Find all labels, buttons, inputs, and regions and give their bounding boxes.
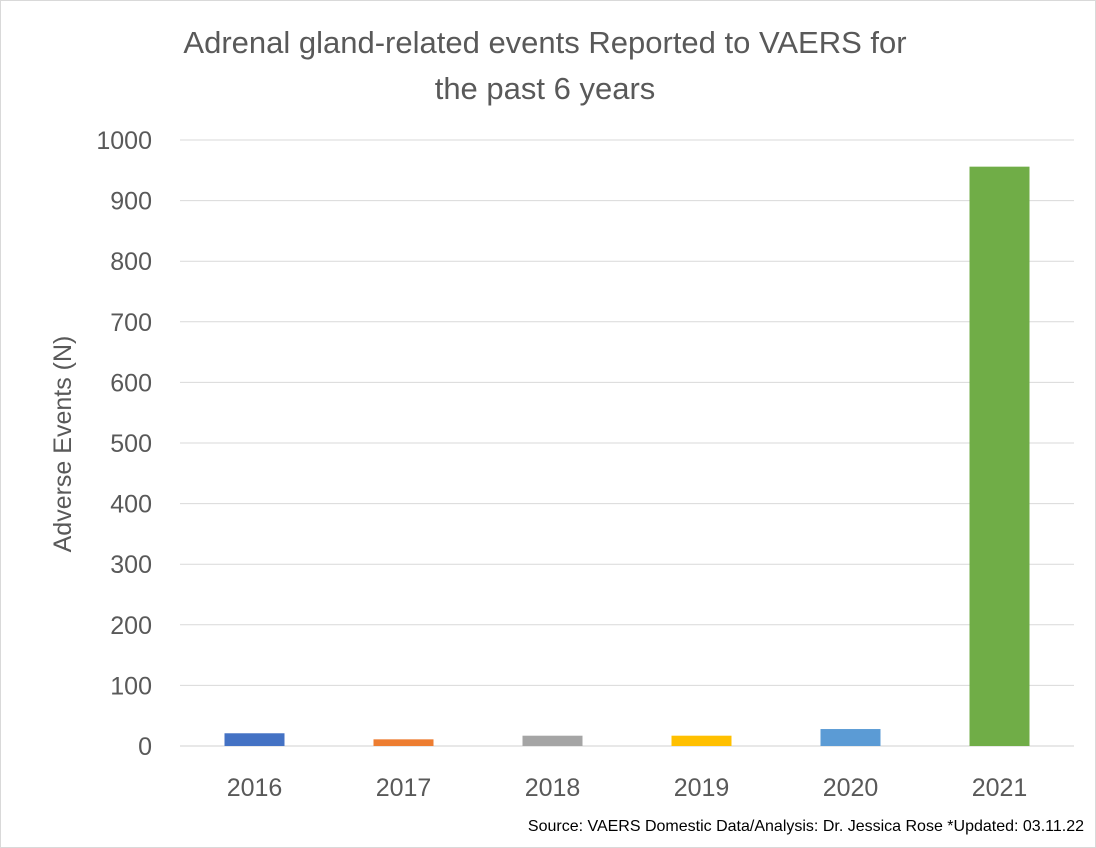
y-tick-label: 200: [110, 612, 152, 640]
y-tick-label: 800: [110, 248, 152, 276]
x-tick-label: 2016: [227, 774, 283, 802]
x-axis-tick-labels: 2016 2017 2018 2019 2020 2021: [227, 774, 1028, 802]
bar-2020: [820, 729, 881, 746]
y-tick-label: 1000: [96, 127, 152, 155]
x-tick-label: 2020: [823, 774, 879, 802]
y-tick-label: 900: [110, 188, 152, 216]
x-tick-label: 2017: [376, 774, 432, 802]
bar-2019: [671, 735, 732, 746]
bars: [224, 166, 1030, 746]
y-axis-label: Adverse Events (N): [49, 336, 77, 553]
bar-2021: [969, 166, 1030, 746]
gridlines: [180, 139, 1074, 747]
bar-2017: [373, 739, 434, 746]
bar-2016: [224, 733, 285, 746]
y-tick-label: 500: [110, 430, 152, 458]
x-tick-label: 2021: [972, 774, 1028, 802]
source-note: Source: VAERS Domestic Data/Analysis: Dr…: [527, 818, 1084, 835]
y-tick-label: 600: [110, 369, 152, 397]
bar-2018: [522, 735, 583, 746]
chart-title-line-1: Adrenal gland-related events Reported to…: [183, 25, 907, 60]
chart-title-line-2: the past 6 years: [434, 71, 656, 106]
y-tick-label: 400: [110, 491, 152, 519]
y-tick-label: 300: [110, 551, 152, 579]
y-tick-label: 100: [110, 672, 152, 700]
x-tick-label: 2019: [674, 774, 730, 802]
chart-title: Adrenal gland-related events Reported to…: [60, 20, 1030, 112]
y-tick-label: 700: [110, 309, 152, 337]
y-axis-tick-labels: 0 100 200 300 400 500 600 700 800 900 1000: [96, 127, 152, 761]
x-tick-label: 2018: [525, 774, 581, 802]
y-tick-label: 0: [138, 733, 152, 761]
